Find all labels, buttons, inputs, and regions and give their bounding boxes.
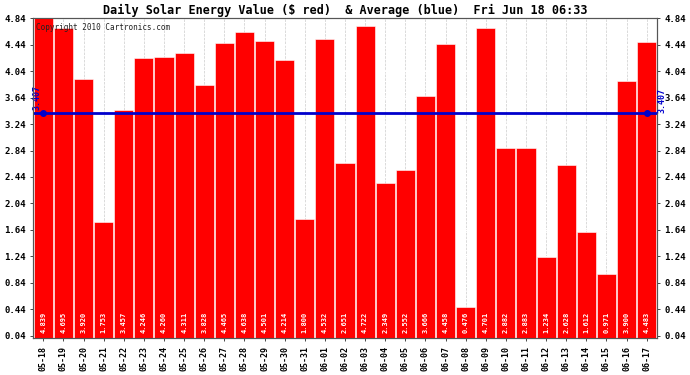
Text: 4.483: 4.483 xyxy=(644,312,650,333)
Bar xyxy=(537,256,555,338)
Bar xyxy=(516,148,535,338)
Bar xyxy=(375,183,395,338)
Bar xyxy=(396,170,415,338)
Text: 3.666: 3.666 xyxy=(422,312,428,333)
Text: 4.246: 4.246 xyxy=(141,312,147,333)
Bar xyxy=(557,165,575,338)
Text: 4.214: 4.214 xyxy=(282,312,288,333)
Bar xyxy=(34,18,53,338)
Text: 1.234: 1.234 xyxy=(543,312,549,333)
Bar xyxy=(355,26,375,338)
Text: 0.476: 0.476 xyxy=(463,312,469,333)
Bar xyxy=(315,39,335,338)
Text: 1.800: 1.800 xyxy=(302,312,308,333)
Text: 4.695: 4.695 xyxy=(61,312,66,333)
Text: 4.501: 4.501 xyxy=(262,312,268,333)
Text: 4.311: 4.311 xyxy=(181,312,187,333)
Text: 3.900: 3.900 xyxy=(624,312,629,333)
Bar xyxy=(195,85,214,338)
Bar xyxy=(74,79,93,338)
Text: 3.457: 3.457 xyxy=(121,312,127,333)
Text: 1.612: 1.612 xyxy=(583,312,589,333)
Text: 4.638: 4.638 xyxy=(241,312,248,333)
Bar xyxy=(456,307,475,338)
Bar xyxy=(436,44,455,338)
Text: 3.407: 3.407 xyxy=(658,88,667,113)
Bar xyxy=(155,57,174,338)
Text: 4.458: 4.458 xyxy=(442,312,448,333)
Bar xyxy=(476,28,495,338)
Text: 2.349: 2.349 xyxy=(382,312,388,333)
Text: 3.407: 3.407 xyxy=(32,85,41,110)
Bar xyxy=(215,43,234,338)
Text: Copyright 2010 Cartronics.com: Copyright 2010 Cartronics.com xyxy=(37,23,170,32)
Text: 2.628: 2.628 xyxy=(563,312,569,333)
Text: 2.883: 2.883 xyxy=(523,312,529,333)
Bar xyxy=(577,232,596,338)
Bar xyxy=(175,53,194,338)
Bar xyxy=(496,148,515,338)
Text: 2.552: 2.552 xyxy=(402,312,408,333)
Text: 4.701: 4.701 xyxy=(483,312,489,333)
Text: 4.722: 4.722 xyxy=(362,312,368,333)
Text: 4.532: 4.532 xyxy=(322,312,328,333)
Bar xyxy=(335,163,355,338)
Bar xyxy=(617,81,636,338)
Bar xyxy=(135,58,153,338)
Bar xyxy=(115,110,133,338)
Bar xyxy=(275,60,294,338)
Text: 4.839: 4.839 xyxy=(40,312,46,333)
Text: 4.465: 4.465 xyxy=(221,312,227,333)
Bar xyxy=(637,42,656,338)
Text: 3.920: 3.920 xyxy=(81,312,86,333)
Text: 1.753: 1.753 xyxy=(101,312,107,333)
Bar xyxy=(255,41,274,338)
Bar xyxy=(54,28,73,338)
Bar xyxy=(597,274,616,338)
Title: Daily Solar Energy Value ($ red)  & Average (blue)  Fri Jun 18 06:33: Daily Solar Energy Value ($ red) & Avera… xyxy=(103,4,587,17)
Text: 3.828: 3.828 xyxy=(201,312,207,333)
Bar xyxy=(295,219,315,338)
Text: 4.260: 4.260 xyxy=(161,312,167,333)
Text: 0.971: 0.971 xyxy=(604,312,609,333)
Bar xyxy=(235,32,254,338)
Text: 2.882: 2.882 xyxy=(503,312,509,333)
Bar xyxy=(416,96,435,338)
Text: 2.651: 2.651 xyxy=(342,312,348,333)
Bar xyxy=(94,222,113,338)
